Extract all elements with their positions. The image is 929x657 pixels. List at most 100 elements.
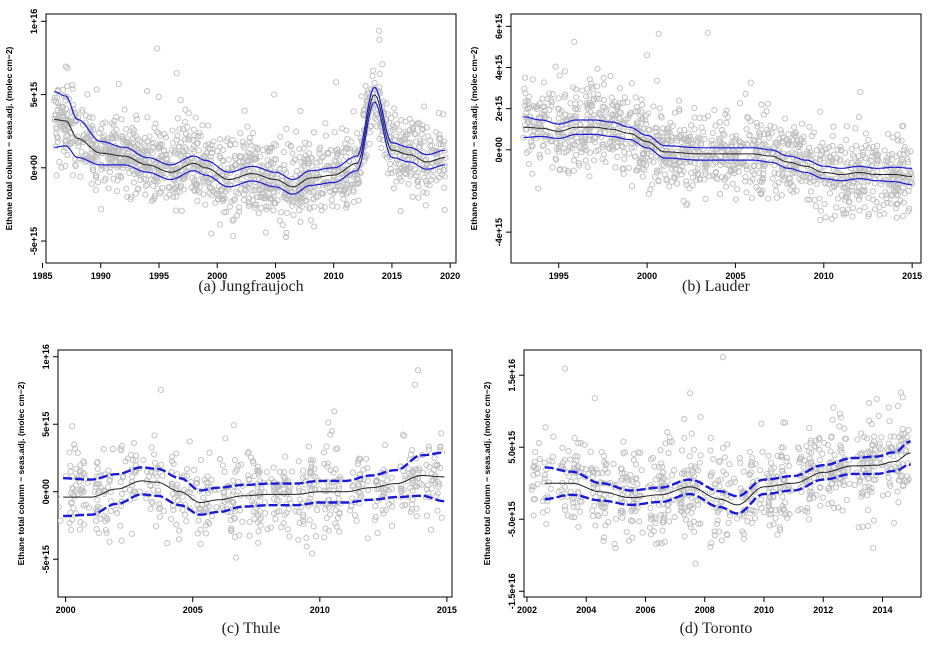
data-point <box>575 488 582 495</box>
data-point <box>691 528 698 535</box>
data-point <box>768 465 775 473</box>
data-point <box>817 108 824 115</box>
data-point <box>227 169 234 176</box>
data-point <box>621 499 628 506</box>
data-point <box>186 438 193 445</box>
data-point <box>168 453 175 460</box>
data-point <box>330 173 337 180</box>
data-point <box>110 175 117 182</box>
data-point <box>719 158 726 165</box>
data-point <box>245 472 252 479</box>
data-point <box>701 136 708 143</box>
data-point <box>308 483 315 490</box>
data-point <box>878 181 885 188</box>
data-point <box>782 511 789 518</box>
data-point <box>341 187 348 194</box>
data-point <box>291 156 298 163</box>
data-point <box>812 203 820 210</box>
data-point <box>70 485 77 492</box>
data-point <box>303 543 310 550</box>
data-point <box>726 512 734 519</box>
data-point <box>622 140 629 147</box>
data-point <box>899 212 907 219</box>
data-point <box>830 404 837 411</box>
data-point <box>227 141 234 148</box>
data-point <box>785 131 792 138</box>
data-point <box>244 162 251 169</box>
data-point <box>567 478 575 485</box>
data-point <box>582 473 589 480</box>
data-point <box>543 520 550 528</box>
data-point <box>802 457 809 464</box>
ci-upper-line <box>523 116 913 169</box>
data-point <box>666 438 673 445</box>
data-point <box>152 470 159 477</box>
data-point <box>530 496 537 503</box>
data-point <box>810 494 817 501</box>
data-point <box>68 118 75 125</box>
data-point <box>753 183 760 190</box>
data-point <box>716 483 723 490</box>
data-point <box>730 167 737 174</box>
data-point <box>665 126 672 133</box>
data-point <box>404 167 411 174</box>
data-point <box>748 519 755 527</box>
data-point <box>206 520 213 527</box>
data-point <box>843 161 850 168</box>
data-point <box>372 109 379 116</box>
data-point <box>861 433 868 440</box>
data-point <box>552 63 559 70</box>
data-point <box>578 465 585 472</box>
data-point <box>438 430 445 437</box>
data-point <box>89 114 96 121</box>
data-point <box>147 482 154 489</box>
data-point <box>829 142 836 149</box>
data-point <box>121 106 128 113</box>
data-point <box>68 129 75 136</box>
data-point <box>698 124 705 131</box>
data-point <box>778 444 785 451</box>
data-point <box>303 197 310 204</box>
data-point <box>570 167 577 174</box>
data-point <box>873 395 880 403</box>
data-point <box>621 94 628 101</box>
data-point <box>600 151 608 158</box>
data-point <box>181 472 188 479</box>
data-point <box>857 89 864 96</box>
data-point <box>694 497 702 504</box>
data-point <box>64 152 71 159</box>
data-point <box>333 523 340 530</box>
data-point <box>94 465 101 472</box>
data-point <box>617 99 624 107</box>
data-point <box>230 514 237 521</box>
data-point <box>93 172 100 179</box>
data-point <box>711 481 718 488</box>
data-point <box>873 153 881 160</box>
data-point <box>308 162 315 169</box>
data-point <box>775 170 782 177</box>
data-point <box>267 158 275 165</box>
data-point <box>638 467 645 474</box>
data-point <box>905 427 912 434</box>
data-point <box>421 174 428 181</box>
data-point <box>900 199 907 206</box>
data-point <box>189 146 196 153</box>
data-point <box>765 502 772 509</box>
data-point <box>376 84 383 91</box>
data-point <box>106 538 113 545</box>
data-point <box>237 185 245 192</box>
data-point <box>541 472 548 479</box>
data-point <box>561 503 569 510</box>
x-tick-label: 2020 <box>440 271 460 281</box>
data-point <box>612 164 619 171</box>
data-point <box>652 128 659 135</box>
data-point <box>665 507 672 514</box>
data-point <box>838 147 845 154</box>
data-point <box>691 104 698 112</box>
data-point <box>807 188 814 195</box>
data-point <box>780 419 787 426</box>
data-point <box>876 204 883 211</box>
data-point <box>748 194 755 201</box>
data-point <box>283 125 290 133</box>
data-point <box>257 153 264 160</box>
